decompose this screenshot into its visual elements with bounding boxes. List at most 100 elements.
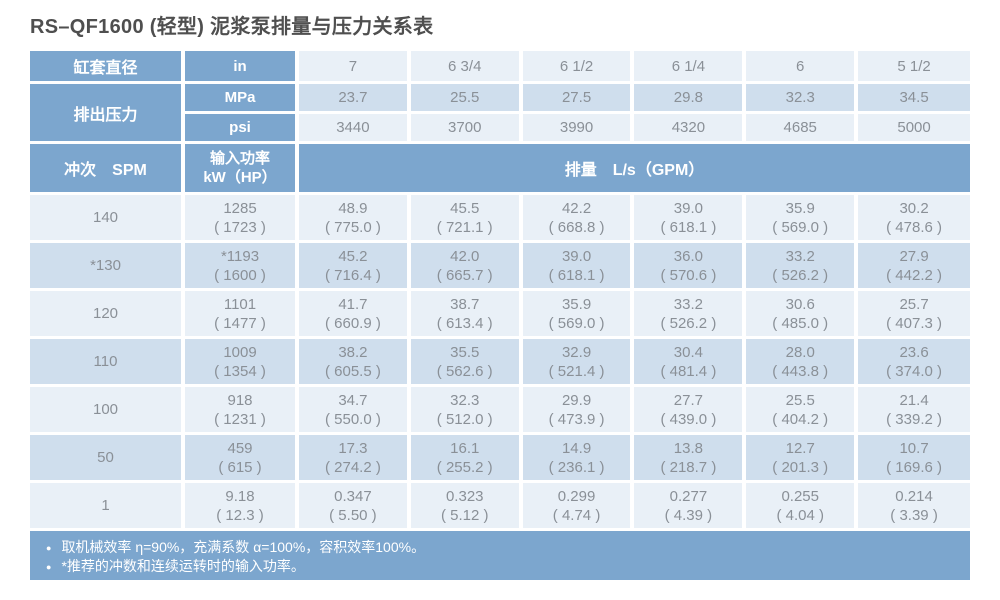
spm-cell: 100 [30,387,185,435]
flow-cell: 0.277 ( 4.39 ) [634,483,747,531]
power-cell: 459 ( 615 ) [185,435,299,483]
liner-diameter-label: 缸套直径 [30,51,185,84]
spm-cell: 110 [30,339,185,387]
liner-value: 6 1/4 [634,51,747,84]
psi-value: 3700 [410,114,523,144]
power-cell: 1101 ( 1477 ) [185,291,299,339]
note-text: *推荐的冲数和连续运转时的输入功率。 [61,558,305,574]
flow-cell: 30.4 ( 481.4 ) [634,339,747,387]
flow-cell: 16.1 ( 255.2 ) [410,435,523,483]
note-line: ● 取机械效率 η=90%，充满系数 α=100%，容积效率100%。 [46,538,960,557]
flow-cell: 0.347 ( 5.50 ) [299,483,411,531]
flow-cell: 29.9 ( 473.9 ) [522,387,635,435]
pump-spec-table: 缸套直径 in 7 6 3/4 6 1/2 6 1/4 6 5 1/2 排出压力… [30,51,970,531]
flow-cell: 17.3 ( 274.2 ) [299,435,411,483]
unit-in: in [185,51,299,84]
page-title: RS–QF1600 (轻型) 泥浆泵排量与压力关系表 [30,16,434,38]
flow-cell: 13.8 ( 218.7 ) [634,435,747,483]
liner-value: 5 1/2 [858,51,970,84]
input-power-label: 输入功率 kW（HP） [185,144,299,195]
flow-cell: 38.2 ( 605.5 ) [299,339,411,387]
flow-cell: 25.7 ( 407.3 ) [858,291,970,339]
flow-cell: 39.0 ( 618.1 ) [634,195,747,243]
discharge-pressure-label: 排出压力 [30,84,185,144]
flow-cell: 10.7 ( 169.6 ) [858,435,970,483]
flow-cell: 0.255 ( 4.04 ) [746,483,859,531]
flow-cell: 28.0 ( 443.8 ) [746,339,859,387]
flow-cell: 25.5 ( 404.2 ) [746,387,859,435]
flow-cell: 45.5 ( 721.1 ) [410,195,523,243]
table-row-spm-50: 50 459 ( 615 ) 17.3 ( 274.2 ) 16.1 ( 255… [30,435,970,483]
mpa-value: 27.5 [522,84,635,114]
table-row-spm-120: 120 1101 ( 1477 ) 41.7 ( 660.9 ) 38.7 ( … [30,291,970,339]
flow-cell: 45.2 ( 716.4 ) [299,243,411,291]
mpa-value: 23.7 [299,84,411,114]
unit-mpa: MPa [185,84,299,114]
flow-cell: 32.3 ( 512.0 ) [410,387,523,435]
flow-cell: 21.4 ( 339.2 ) [858,387,970,435]
flow-cell: 34.7 ( 550.0 ) [299,387,411,435]
psi-value: 4320 [634,114,747,144]
bullet-icon: ● [46,543,52,553]
flow-cell: 48.9 ( 775.0 ) [299,195,411,243]
power-cell: 918 ( 1231 ) [185,387,299,435]
power-cell: 1285 ( 1723 ) [185,195,299,243]
spm-cell: 140 [30,195,185,243]
spm-cell: 50 [30,435,185,483]
flow-cell: 42.2 ( 668.8 ) [522,195,635,243]
flow-cell: 23.6 ( 374.0 ) [858,339,970,387]
bullet-icon: ● [46,562,52,572]
flow-cell: 35.9 ( 569.0 ) [746,195,859,243]
table-row-spm-1: 1 9.18 ( 12.3 ) 0.347 ( 5.50 ) 0.323 ( 5… [30,483,970,531]
spm-cell: 1 [30,483,185,531]
flow-cell: 27.9 ( 442.2 ) [858,243,970,291]
flow-cell: 41.7 ( 660.9 ) [299,291,411,339]
liner-value: 7 [299,51,411,84]
mpa-value: 29.8 [634,84,747,114]
note-text: 取机械效率 η=90%，充满系数 α=100%，容积效率100%。 [61,539,426,555]
liner-value: 6 [746,51,859,84]
flow-cell: 30.6 ( 485.0 ) [746,291,859,339]
power-cell: 9.18 ( 12.3 ) [185,483,299,531]
table-row-spm-100: 100 918 ( 1231 ) 34.7 ( 550.0 ) 32.3 ( 5… [30,387,970,435]
unit-psi: psi [185,114,299,144]
spm-cell: *130 [30,243,185,291]
flow-cell: 0.323 ( 5.12 ) [410,483,523,531]
mpa-value: 32.3 [746,84,859,114]
pressure-mpa-row: 排出压力 MPa 23.7 25.5 27.5 29.8 32.3 34.5 [30,84,970,144]
spm-header-row: 冲次 SPM 输入功率 kW（HP） 排量 L/s（GPM） [30,144,970,195]
flow-cell: 14.9 ( 236.1 ) [522,435,635,483]
flow-cell: 35.5 ( 562.6 ) [410,339,523,387]
spm-cell: 120 [30,291,185,339]
flow-rate-label: 排量 L/s（GPM） [299,144,970,195]
flow-cell: 39.0 ( 618.1 ) [522,243,635,291]
flow-cell: 0.214 ( 3.39 ) [858,483,970,531]
liner-value: 6 3/4 [410,51,523,84]
flow-cell: 30.2 ( 478.6 ) [858,195,970,243]
spm-label: 冲次 SPM [30,144,185,195]
liner-diameter-row: 缸套直径 in 7 6 3/4 6 1/2 6 1/4 6 5 1/2 [30,51,970,84]
flow-cell: 32.9 ( 521.4 ) [522,339,635,387]
flow-cell: 0.299 ( 4.74 ) [522,483,635,531]
note-line: ● *推荐的冲数和连续运转时的输入功率。 [46,557,960,576]
mpa-value: 34.5 [858,84,970,114]
psi-value: 5000 [858,114,970,144]
power-cell: 1009 ( 1354 ) [185,339,299,387]
liner-value: 6 1/2 [522,51,635,84]
flow-cell: 35.9 ( 569.0 ) [522,291,635,339]
flow-cell: 42.0 ( 665.7 ) [410,243,523,291]
flow-cell: 33.2 ( 526.2 ) [634,291,747,339]
flow-cell: 27.7 ( 439.0 ) [634,387,747,435]
flow-cell: 38.7 ( 613.4 ) [410,291,523,339]
table-row-spm-130: *130 *1193 ( 1600 ) 45.2 ( 716.4 ) 42.0 … [30,243,970,291]
psi-value: 3440 [299,114,411,144]
footnotes-band: ● 取机械效率 η=90%，充满系数 α=100%，容积效率100%。 ● *推荐的… [30,531,970,580]
table-row-spm-110: 110 1009 ( 1354 ) 38.2 ( 605.5 ) 35.5 ( … [30,339,970,387]
psi-value: 3990 [522,114,635,144]
flow-cell: 33.2 ( 526.2 ) [746,243,859,291]
power-cell: *1193 ( 1600 ) [185,243,299,291]
table-row-spm-140: 140 1285 ( 1723 ) 48.9 ( 775.0 ) 45.5 ( … [30,195,970,243]
psi-value: 4685 [746,114,859,144]
flow-cell: 36.0 ( 570.6 ) [634,243,747,291]
page: RS–QF1600 (轻型) 泥浆泵排量与压力关系表 缸套直径 in 7 6 3… [30,16,970,580]
